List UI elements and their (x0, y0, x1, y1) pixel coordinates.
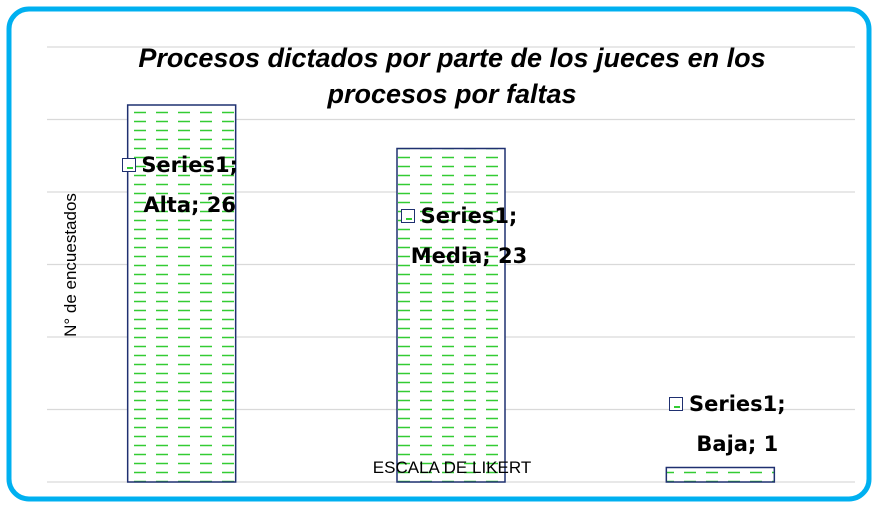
x-axis-label: ESCALA DE LIKERT (373, 458, 531, 477)
bar (396, 147, 506, 483)
legend-key (401, 208, 415, 223)
y-axis-label: N° de encuestados (61, 193, 80, 337)
legend-key (121, 158, 136, 172)
data-label: Series1; Baja; 1 (688, 391, 786, 456)
data-label: Series1; Media; 23 (410, 203, 528, 268)
data-label: Series1; Alta; 26 (141, 153, 238, 217)
bar (126, 104, 237, 483)
legend-key (669, 396, 684, 411)
bar (665, 466, 776, 483)
chart-title: Procesos dictados por parte de los juece… (138, 43, 766, 109)
